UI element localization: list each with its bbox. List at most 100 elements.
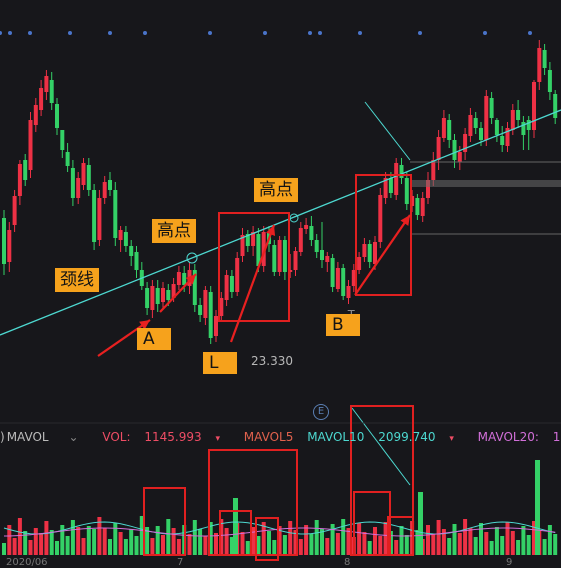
mavol20-wrap: MAVOL20: 1625.74 bbox=[478, 430, 561, 444]
volume-bar bbox=[426, 525, 430, 555]
volume-bar bbox=[441, 529, 446, 555]
mavol-indicator[interactable]: ) MAVOL ⌄ bbox=[0, 430, 79, 444]
top-marker-dot bbox=[68, 31, 72, 35]
volume-bar bbox=[404, 535, 409, 555]
volume-bar bbox=[17, 518, 22, 555]
volume-bar bbox=[521, 526, 526, 555]
volume-bar bbox=[418, 492, 423, 555]
candle-body bbox=[33, 105, 38, 125]
candle-body bbox=[521, 122, 526, 135]
caret-down-icon[interactable]: ▾ bbox=[215, 434, 220, 444]
volume-bar bbox=[7, 525, 12, 555]
volume-highlight-box bbox=[143, 487, 186, 556]
candle-body bbox=[436, 137, 441, 160]
candle-body bbox=[224, 275, 229, 300]
top-marker-dot bbox=[528, 31, 532, 35]
volume-bar bbox=[155, 526, 160, 555]
volume-bar bbox=[113, 523, 118, 555]
mavol20-line bbox=[3, 527, 556, 537]
candle-body bbox=[320, 250, 324, 260]
volume-bar bbox=[97, 517, 102, 555]
volume-bar bbox=[44, 521, 49, 555]
candle-body bbox=[362, 244, 367, 257]
candle-body bbox=[293, 251, 298, 270]
volume-bar bbox=[335, 533, 340, 555]
candle-body bbox=[123, 232, 128, 246]
top-marker-dot bbox=[0, 31, 2, 35]
candle-body bbox=[198, 305, 203, 315]
arrow-head bbox=[400, 215, 410, 226]
candle-body bbox=[113, 190, 118, 238]
candle-body bbox=[44, 76, 49, 92]
candle-body bbox=[86, 165, 91, 190]
volume-bar bbox=[33, 528, 38, 555]
candle-body bbox=[129, 246, 134, 256]
volume-bar bbox=[134, 536, 139, 555]
volume-bar bbox=[304, 525, 309, 555]
volume-bar bbox=[23, 531, 28, 555]
volume-bar bbox=[176, 539, 181, 555]
volume-bar bbox=[510, 531, 515, 555]
volume-bar bbox=[457, 533, 462, 555]
candle-body bbox=[547, 70, 552, 92]
candle-body bbox=[240, 235, 245, 256]
candle-body bbox=[378, 195, 383, 242]
trend-arrow bbox=[229, 224, 276, 343]
candle-body bbox=[415, 198, 420, 215]
volume-bar bbox=[373, 527, 377, 555]
volume-bar bbox=[166, 519, 171, 555]
mavol10-value: 2099.740 bbox=[378, 430, 436, 444]
candle-body bbox=[341, 268, 346, 296]
candle-body bbox=[367, 244, 372, 262]
candle-body bbox=[304, 225, 309, 229]
candle-body bbox=[325, 256, 330, 262]
candle-body bbox=[277, 240, 282, 272]
top-marker-dot bbox=[208, 31, 212, 35]
volume-bar bbox=[357, 523, 362, 555]
candle-body bbox=[357, 257, 362, 270]
candle-body bbox=[516, 110, 521, 120]
candle-body bbox=[489, 98, 494, 118]
top-marker-dot bbox=[483, 31, 487, 35]
mavol20-label: MAVOL20: bbox=[477, 430, 539, 444]
date-label-2: 7 bbox=[177, 557, 184, 568]
volume-bar bbox=[261, 522, 266, 555]
volume-bar bbox=[394, 540, 399, 555]
e-icon[interactable]: E bbox=[313, 404, 329, 420]
candle-body bbox=[553, 94, 558, 118]
chevron-down-icon[interactable]: ⌄ bbox=[68, 430, 79, 444]
date-label-1: 2020/06 bbox=[6, 557, 48, 568]
caret-down-icon[interactable]: ▾ bbox=[449, 434, 454, 444]
candle-body bbox=[542, 50, 547, 68]
volume-bar bbox=[161, 535, 165, 555]
volume-bar bbox=[494, 527, 499, 555]
volume-highlight-box bbox=[208, 449, 298, 556]
volume-bar bbox=[92, 529, 97, 555]
volume-bar bbox=[208, 522, 213, 555]
volume-bar bbox=[288, 521, 293, 555]
highlight-box bbox=[218, 212, 290, 322]
candle-body bbox=[463, 134, 468, 152]
volume-bar bbox=[500, 536, 505, 555]
candle-body bbox=[23, 160, 28, 180]
trend-arrow bbox=[97, 319, 151, 357]
volume-bar bbox=[383, 522, 388, 555]
candle-body bbox=[526, 120, 531, 130]
candle-body bbox=[229, 276, 234, 292]
volume-bar bbox=[171, 528, 176, 555]
volume-bar bbox=[341, 519, 346, 555]
volume-bar bbox=[277, 526, 282, 555]
volume-highlight-box bbox=[353, 491, 391, 556]
candle-body bbox=[49, 80, 54, 103]
candle-body bbox=[452, 140, 457, 160]
candle-body bbox=[346, 286, 351, 298]
candle-body bbox=[261, 232, 266, 266]
volume-bar bbox=[298, 539, 303, 555]
neckline bbox=[0, 109, 561, 336]
candle-body bbox=[39, 88, 44, 110]
candle-body bbox=[214, 316, 218, 336]
vol-label-wrap: VOL: 1145.993 ▾ bbox=[102, 430, 233, 444]
candle-body bbox=[2, 218, 6, 264]
candle-body bbox=[500, 136, 505, 145]
volume-bar bbox=[2, 543, 6, 555]
